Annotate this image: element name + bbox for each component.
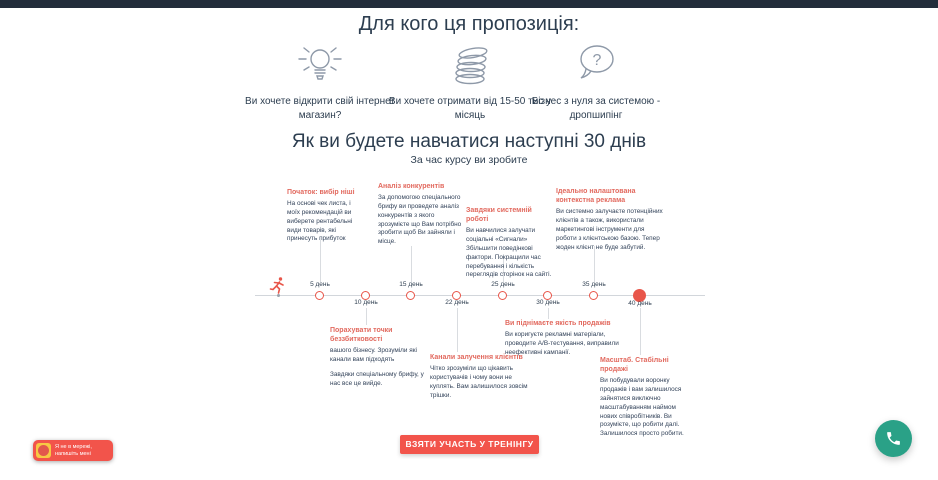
milestone-title: Початок: вибір ніші [287, 189, 355, 196]
audience-item-label: Бізнес з нуля за системою - дропшипінг [531, 96, 661, 121]
milestone-block: Завдяки системній роботі Ви навчилися за… [466, 206, 552, 280]
timeline-marker-day30 [543, 291, 552, 300]
timeline-section-title: Як ви будете навчатися наступні 30 днів [291, 131, 647, 152]
connector-line [411, 246, 412, 282]
avatar-photo-icon [36, 443, 51, 458]
day-label: 25 день [491, 281, 515, 288]
day-label: 30 день [536, 299, 560, 306]
phone-icon [885, 430, 902, 447]
milestone-block: Ідеально налаштована контекстна реклама … [556, 187, 666, 252]
milestone-block: Аналіз конкурентів За допомогою спеціаль… [378, 182, 466, 247]
connector-line [457, 308, 458, 352]
milestone-text: Ви системно залучаєте потенційних клієнт… [556, 208, 663, 251]
connector-line [320, 240, 321, 282]
audience-section-title: Для кого ця пропозиція: [358, 13, 580, 35]
chat-widget-label: Я не в мережі, напишіть мені [55, 444, 92, 457]
coins-icon [388, 42, 552, 86]
day-label: 10 день [354, 299, 378, 306]
milestone-text: На основі чек листа, і моїх рекомендацій… [287, 200, 353, 243]
audience-item-dropshipping: ? Бізнес з нуля за системою - дропшипінг [518, 42, 674, 123]
milestone-block: Порахувати точки беззбитковості вашого б… [330, 326, 434, 389]
milestone-title: Порахувати точки беззбитковості [330, 327, 393, 344]
offline-chat-widget[interactable]: Я не в мережі, напишіть мені [33, 440, 113, 461]
timeline-start-dot [277, 294, 280, 297]
milestone-text: Ви коригуєте рекламні матеріали, проводи… [505, 331, 619, 356]
timeline-marker-day22 [452, 291, 461, 300]
timeline-marker-day15 [406, 291, 415, 300]
lightbulb-icon [245, 42, 395, 86]
question-bubble-icon: ? [518, 42, 674, 86]
day-label: 15 день [399, 281, 423, 288]
milestone-title: Ідеально налаштована контекстна реклама [556, 188, 636, 205]
day-label: 35 день [582, 281, 606, 288]
timeline-marker-day10 [361, 291, 370, 300]
milestone-text: Ви навчилися залучати соціальні «Сигнали… [466, 227, 552, 279]
connector-line [503, 254, 504, 282]
timeline-marker-day35 [589, 291, 598, 300]
milestone-title: Завдяки системній роботі [466, 207, 532, 224]
day-label: 5 день [310, 281, 330, 288]
top-bar [0, 0, 938, 8]
day-label: 40 день [628, 300, 652, 307]
connector-line [366, 308, 367, 325]
callback-button[interactable] [875, 420, 912, 457]
audience-item-label: Ви хочете відкрити свій інтернет магазин… [245, 96, 395, 121]
milestone-text: Завдяки спеціальному брифу, у нас все це… [330, 370, 424, 387]
milestone-block: Канали залучення клієнтів Чітко зрозуміл… [430, 353, 532, 400]
timeline-axis [255, 295, 705, 296]
timeline-marker-day40 [633, 289, 646, 302]
audience-item-shop: Ви хочете відкрити свій інтернет магазин… [245, 42, 395, 123]
runner-icon [268, 276, 286, 300]
milestone-text: Чітко зрозуміли що цікавить користувачів… [430, 365, 528, 399]
timeline-section-subtitle: За час курсу ви зробите [410, 154, 528, 166]
join-training-button[interactable]: ВЗЯТИ УЧАСТЬ У ТРЕНІНГУ [400, 435, 539, 454]
milestone-title: Масштаб. Стабільні продажі [600, 357, 669, 374]
svg-text:?: ? [593, 52, 602, 69]
audience-item-label: Ви хочете отримати від 15-50 тис у місяц… [388, 96, 552, 121]
milestone-text: За допомогою спеціального брифу ви прове… [378, 194, 462, 246]
connector-line [640, 308, 641, 355]
connector-line [594, 246, 595, 282]
audience-item-income: Ви хочете отримати від 15-50 тис у місяц… [388, 42, 552, 123]
milestone-block: Масштаб. Стабільні продажі Ви побудували… [600, 356, 684, 439]
milestone-text: Ви побудували воронку продажів і вам зал… [600, 377, 684, 438]
milestone-block: Ви піднімаєте якість продажів Ви коригує… [505, 319, 627, 358]
timeline-marker-day25 [498, 291, 507, 300]
connector-line [548, 308, 549, 319]
day-label: 22 день [445, 299, 469, 306]
milestone-title: Ви піднімаєте якість продажів [505, 320, 611, 327]
milestone-text: вашого бізнесу. Зрозуміли які канали вам… [330, 347, 417, 364]
timeline-marker-day5 [315, 291, 324, 300]
milestone-title: Аналіз конкурентів [378, 183, 445, 190]
milestone-block: Початок: вибір ніші На основі чек листа,… [287, 188, 359, 244]
milestone-title: Канали залучення клієнтів [430, 354, 523, 361]
